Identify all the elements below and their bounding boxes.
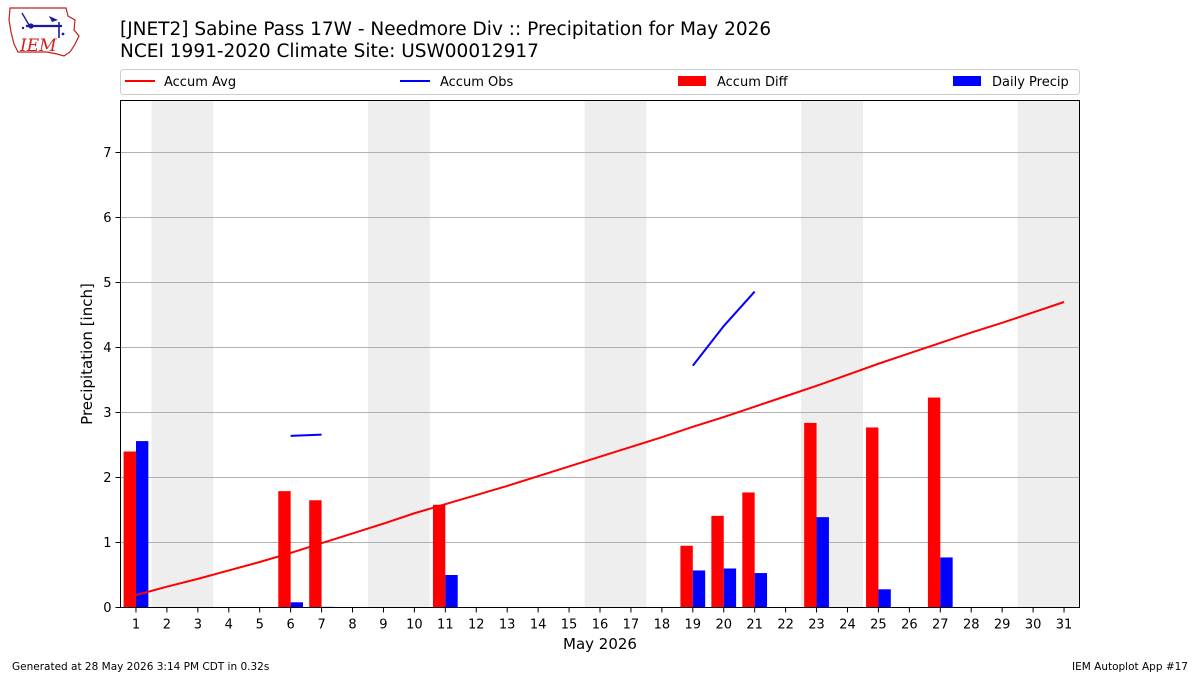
x-axis-ticks: 1 2 3 4 5 6 7 8 9 10 11 12 13 14 15 16 17 18 19 20 21 22 23 24 2… — [132, 607, 1073, 633]
y-tick-label: 1 — [103, 536, 111, 551]
legend-frame — [120, 69, 1080, 95]
x-tick-label: 16 — [592, 618, 609, 633]
daily-precip-bar — [940, 557, 953, 608]
daily-precip-bar — [878, 589, 891, 608]
y-tick-label: 7 — [103, 146, 111, 161]
x-tick-label: 20 — [715, 618, 732, 633]
accum-diff-bar — [123, 451, 136, 608]
daily-precip-bar — [754, 573, 768, 608]
accum-diff-bar — [866, 427, 879, 608]
x-tick-label: 10 — [406, 618, 423, 633]
x-tick-label: 4 — [225, 618, 233, 633]
y-tick-label: 0 — [103, 601, 111, 616]
daily-precip-bar — [290, 602, 304, 608]
weekend-band — [367, 100, 430, 608]
x-tick-label: 14 — [530, 618, 547, 633]
x-tick-label: 8 — [348, 618, 356, 633]
chart-title: [JNET2] Sabine Pass 17W - Needmore Div :… — [120, 19, 771, 40]
x-tick-label: 12 — [468, 618, 485, 633]
x-tick-label: 2 — [163, 618, 171, 633]
legend-accum-diff-swatch-icon — [678, 76, 706, 86]
x-tick-label: 17 — [623, 618, 640, 633]
accum-diff-bar — [742, 492, 755, 608]
legend-accum-avg-label: Accum Avg — [164, 75, 236, 90]
x-tick-label: 28 — [963, 618, 980, 633]
y-axis-label: Precipitation [inch] — [78, 283, 96, 425]
daily-precip-bar — [692, 570, 706, 608]
x-tick-label: 19 — [685, 618, 702, 633]
accum-diff-bar — [927, 397, 941, 608]
legend-accum-obs-label: Accum Obs — [440, 75, 513, 90]
iem-logo: IEM — [8, 7, 80, 57]
x-tick-label: 21 — [746, 618, 763, 633]
lines — [135, 290, 1065, 597]
x-tick-label: 6 — [287, 618, 295, 633]
legend: Accum Avg Accum Obs Accum Diff Daily Pre… — [120, 69, 1080, 95]
x-tick-label: 7 — [317, 618, 325, 633]
x-tick-label: 24 — [839, 618, 856, 633]
accum-diff-bar — [711, 515, 724, 608]
daily-precip-bar — [445, 575, 458, 608]
legend-accum-diff-label: Accum Diff — [717, 75, 789, 90]
x-tick-label: 5 — [256, 618, 264, 633]
y-tick-label: 6 — [103, 211, 111, 226]
x-tick-label: 18 — [654, 618, 671, 633]
x-tick-label: 29 — [994, 618, 1011, 633]
daily-precip-bar — [816, 517, 829, 608]
x-tick-label: 22 — [777, 618, 794, 633]
legend-daily-precip-swatch-icon — [953, 76, 981, 86]
x-axis-label: May 2026 — [563, 635, 637, 653]
accum-diff-bar — [309, 500, 322, 608]
accum-diff-bar — [804, 422, 817, 608]
daily-precip-bar — [723, 568, 737, 608]
accum-diff-bar — [680, 545, 693, 608]
x-tick-label: 26 — [901, 618, 918, 633]
weekend-band — [584, 100, 647, 608]
accum-obs-line — [290, 433, 322, 437]
weekend-band — [1017, 100, 1080, 608]
x-tick-label: 3 — [194, 618, 202, 633]
footer-app-text: IEM Autoplot App #17 — [1072, 661, 1188, 673]
x-tick-label: 25 — [870, 618, 887, 633]
y-tick-label: 2 — [103, 471, 111, 486]
accum-avg-line — [135, 301, 1065, 597]
accum-diff-bar — [432, 504, 446, 608]
x-tick-label: 1 — [132, 618, 140, 633]
x-tick-label: 30 — [1025, 618, 1042, 633]
x-tick-label: 23 — [808, 618, 825, 633]
x-tick-label: 31 — [1056, 618, 1073, 633]
x-tick-label: 13 — [499, 618, 516, 633]
logo-text: IEM — [19, 36, 57, 56]
footer-generated-text: Generated at 28 May 2026 3:14 PM CDT in … — [12, 661, 269, 673]
y-tick-label: 5 — [103, 276, 111, 291]
daily-precip-bar — [135, 441, 149, 608]
y-axis-ticks: 0 1 2 3 4 5 6 7 — [103, 146, 121, 616]
chart-subtitle: NCEI 1991-2020 Climate Site: USW00012917 — [120, 41, 539, 62]
x-tick-label: 9 — [379, 618, 387, 633]
weekend-bands — [151, 100, 1080, 608]
y-tick-label: 3 — [103, 406, 111, 421]
y-tick-label: 4 — [103, 341, 111, 356]
bars — [123, 397, 953, 608]
accum-diff-bar — [278, 491, 291, 608]
x-tick-label: 15 — [561, 618, 578, 633]
x-tick-label: 11 — [437, 618, 454, 633]
accum-obs-line — [692, 290, 756, 367]
weekend-band — [151, 100, 214, 608]
legend-daily-precip-label: Daily Precip — [992, 75, 1069, 90]
x-tick-label: 27 — [932, 618, 949, 633]
